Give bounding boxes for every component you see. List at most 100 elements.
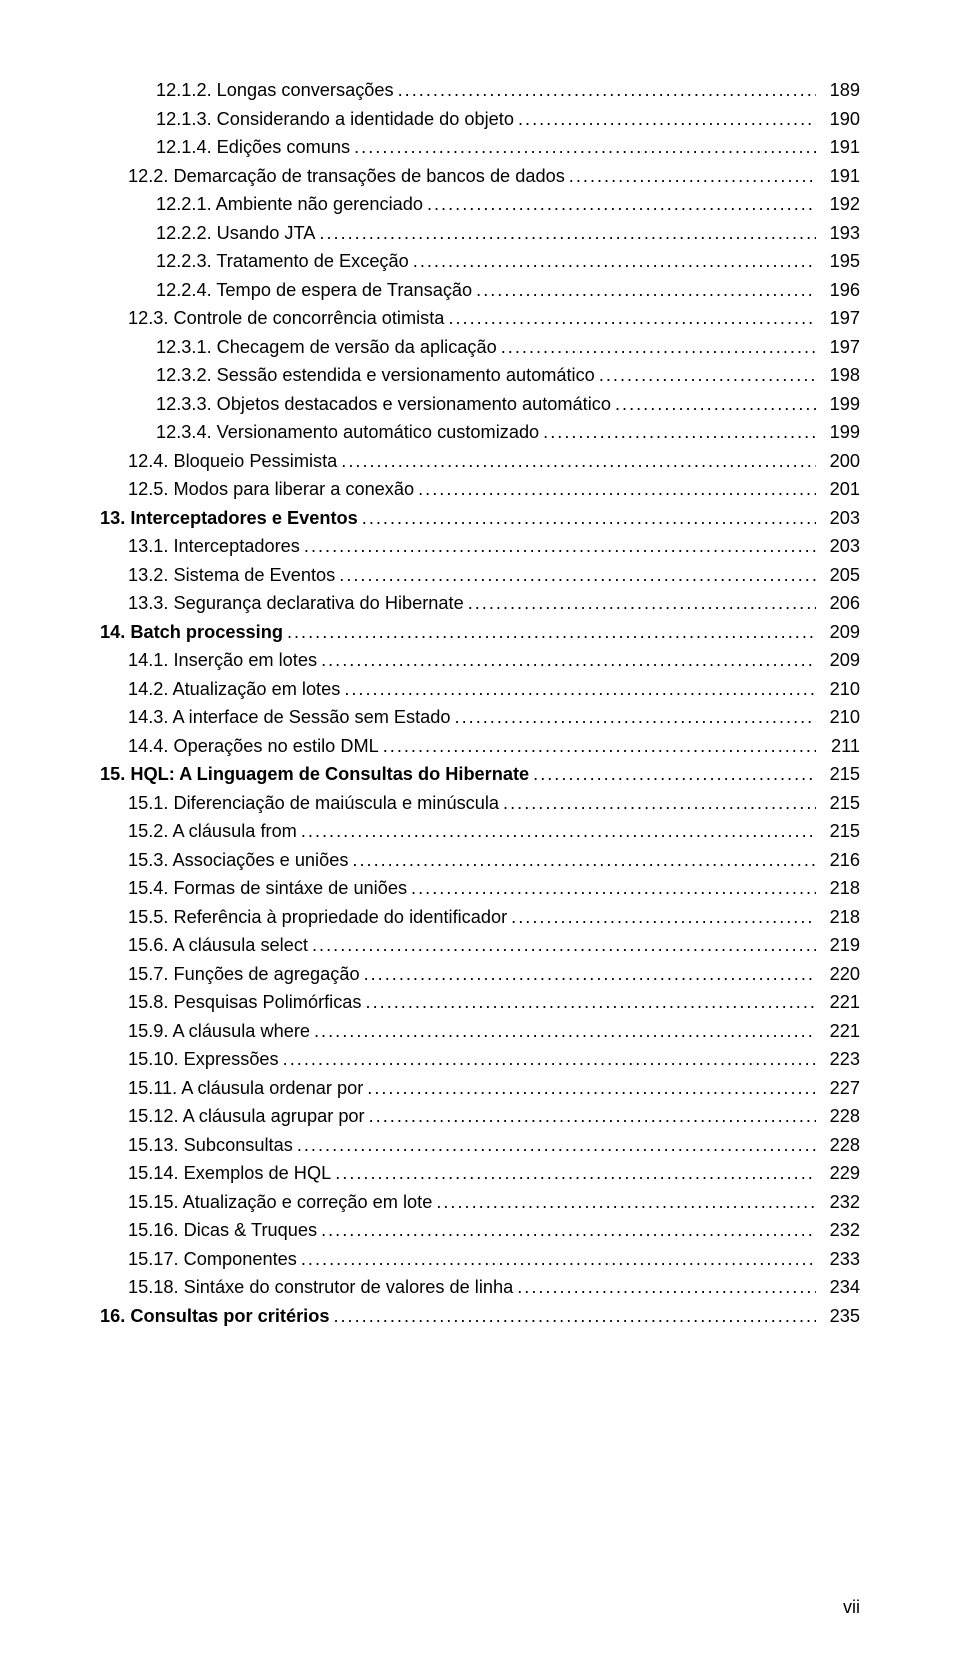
toc-leader-dots	[364, 964, 816, 985]
toc-entry-label: 12.2.2. Usando JTA	[156, 223, 315, 244]
toc-entry-label: 12.5. Modos para liberar a conexão	[128, 479, 414, 500]
toc-entry-page: 219	[820, 935, 860, 956]
toc-entry-label: 12.1.2. Longas conversações	[156, 80, 394, 101]
toc-leader-dots	[569, 166, 816, 187]
toc-entry: 12.2. Demarcação de transações de bancos…	[100, 166, 860, 187]
toc-entry: 15.12. A cláusula agrupar por 228	[100, 1106, 860, 1127]
toc-leader-dots	[599, 365, 816, 386]
toc-leader-dots	[543, 422, 816, 443]
toc-entry-label: 12.1.4. Edições comuns	[156, 137, 350, 158]
toc-entry-label: 12.2. Demarcação de transações de bancos…	[128, 166, 565, 187]
toc-entry-label: 15.10. Expressões	[128, 1049, 279, 1070]
toc-page: 12.1.2. Longas conversações189 12.1.3. Co…	[0, 0, 960, 1668]
toc-entry-label: 15.2. A cláusula from	[128, 821, 297, 842]
toc-leader-dots	[455, 707, 816, 728]
toc-entry: 15.4. Formas de sintáxe de uniões218	[100, 878, 860, 899]
toc-entry-label: 15.3. Associações e uniões	[128, 850, 348, 871]
toc-entry-page: 218	[820, 907, 860, 928]
toc-entry-page: 215	[820, 793, 860, 814]
toc-entry: 15.7. Funções de agregação220	[100, 964, 860, 985]
toc-entry: 13.1. Interceptadores203	[100, 536, 860, 557]
toc-entry-label: 15.11. A cláusula ordenar por	[128, 1078, 363, 1099]
toc-entry: 12.3.3. Objetos destacados e versionamen…	[100, 394, 860, 415]
toc-entry-label: 13.1. Interceptadores	[128, 536, 300, 557]
toc-entry-page: 223	[820, 1049, 860, 1070]
toc-entry: 14.2. Atualização em lotes 210	[100, 679, 860, 700]
toc-entry-page: 197	[820, 337, 860, 358]
toc-entry-label: 13.3. Segurança declarativa do Hibernate	[128, 593, 464, 614]
toc-entry: 15.9. A cláusula where221	[100, 1021, 860, 1042]
toc-entry-label: 14.2. Atualização em lotes	[128, 679, 340, 700]
toc-entry-page: 201	[820, 479, 860, 500]
toc-entry: 12.2.4. Tempo de espera de Transação196	[100, 280, 860, 301]
toc-leader-dots	[344, 679, 816, 700]
toc-entry-label: 14.4. Operações no estilo DML	[128, 736, 379, 757]
toc-leader-dots	[366, 992, 816, 1013]
toc-leader-dots	[383, 736, 816, 757]
toc-leader-dots	[533, 764, 816, 785]
toc-entry-page: 195	[820, 251, 860, 272]
toc-entry-page: 229	[820, 1163, 860, 1184]
toc-entry: 12.4. Bloqueio Pessimista200	[100, 451, 860, 472]
toc-entry: 12.1.2. Longas conversações189	[100, 80, 860, 101]
toc-entry-label: 15.5. Referência à propriedade do identi…	[128, 907, 507, 928]
toc-entry-label: 14.1. Inserção em lotes	[128, 650, 317, 671]
toc-entry-page: 228	[820, 1135, 860, 1156]
toc-entry-page: 192	[820, 194, 860, 215]
toc-entry: 12.3.1. Checagem de versão da aplicação 1…	[100, 337, 860, 358]
toc-leader-dots	[448, 308, 816, 329]
toc-entry: 12.3.2. Sessão estendida e versionamento…	[100, 365, 860, 386]
toc-entry-page: 233	[820, 1249, 860, 1270]
toc-entry-label: 14. Batch processing	[100, 622, 283, 643]
toc-entry-label: 15. HQL: A Linguagem de Consultas do Hib…	[100, 764, 529, 785]
toc-leader-dots	[354, 137, 816, 158]
toc-entry: 14.1. Inserção em lotes 209	[100, 650, 860, 671]
toc-entry: 12.1.3. Considerando a identidade do obj…	[100, 109, 860, 130]
toc-entry-label: 15.14. Exemplos de HQL	[128, 1163, 331, 1184]
toc-leader-dots	[436, 1192, 816, 1213]
toc-leader-dots	[411, 878, 816, 899]
toc-entry-page: 197	[820, 308, 860, 329]
toc-entry: 16. Consultas por critérios235	[100, 1306, 860, 1327]
toc-entry: 12.2.2. Usando JTA193	[100, 223, 860, 244]
toc-leader-dots	[518, 109, 816, 130]
toc-entry: 15. HQL: A Linguagem de Consultas do Hib…	[100, 764, 860, 785]
toc-leader-dots	[367, 1078, 816, 1099]
toc-entry-page: 228	[820, 1106, 860, 1127]
toc-entry-page: 196	[820, 280, 860, 301]
toc-entry-page: 209	[820, 622, 860, 643]
toc-entry-label: 15.12. A cláusula agrupar por	[128, 1106, 365, 1127]
toc-leader-dots	[301, 821, 816, 842]
toc-leader-dots	[335, 1163, 816, 1184]
toc-entry-label: 12.3.1. Checagem de versão da aplicação	[156, 337, 497, 358]
toc-entry-page: 218	[820, 878, 860, 899]
toc-entry-page: 191	[820, 137, 860, 158]
toc-entry-label: 15.7. Funções de agregação	[128, 964, 360, 985]
toc-leader-dots	[362, 508, 816, 529]
toc-leader-dots	[476, 280, 816, 301]
toc-entry: 15.5. Referência à propriedade do identi…	[100, 907, 860, 928]
toc-entry-page: 206	[820, 593, 860, 614]
toc-entry-page: 221	[820, 992, 860, 1013]
toc-entry-page: 209	[820, 650, 860, 671]
toc-entry: 12.1.4. Edições comuns 191	[100, 137, 860, 158]
toc-entry-page: 234	[820, 1277, 860, 1298]
toc-leader-dots	[427, 194, 816, 215]
toc-leader-dots	[287, 622, 816, 643]
toc-entry: 15.11. A cláusula ordenar por227	[100, 1078, 860, 1099]
toc-entry-page: 232	[820, 1220, 860, 1241]
toc-leader-dots	[304, 536, 816, 557]
toc-entry-label: 15.6. A cláusula select	[128, 935, 308, 956]
toc-entry-label: 15.8. Pesquisas Polimórficas	[128, 992, 362, 1013]
toc-entry: 13.2. Sistema de Eventos205	[100, 565, 860, 586]
toc-entry-label: 15.15. Atualização e correção em lote	[128, 1192, 432, 1213]
toc-entry-page: 199	[820, 422, 860, 443]
toc-entry-label: 12.3.3. Objetos destacados e versionamen…	[156, 394, 611, 415]
toc-entry: 15.18. Sintáxe do construtor de valores …	[100, 1277, 860, 1298]
toc-entry-label: 15.9. A cláusula where	[128, 1021, 310, 1042]
toc-entry-label: 15.1. Diferenciação de maiúscula e minús…	[128, 793, 499, 814]
toc-entry: 15.1. Diferenciação de maiúscula e minús…	[100, 793, 860, 814]
toc-entry-page: 210	[820, 679, 860, 700]
toc-entry: 15.6. A cláusula select 219	[100, 935, 860, 956]
toc-entry-page: 216	[820, 850, 860, 871]
